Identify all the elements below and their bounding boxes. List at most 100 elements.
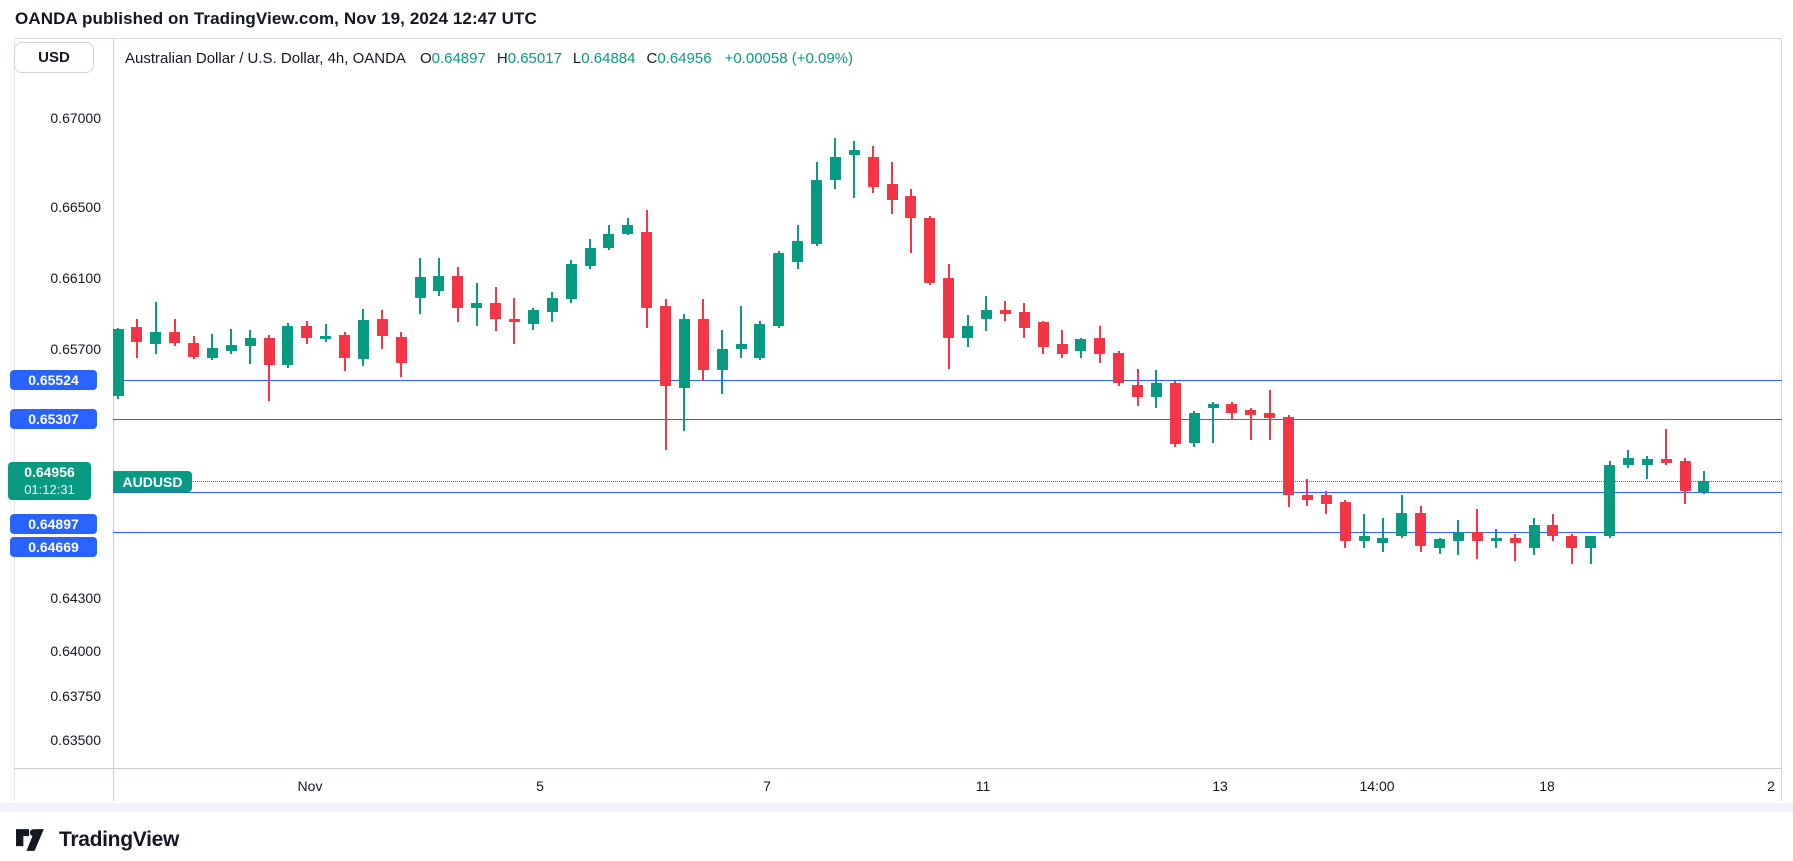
candle[interactable] [565, 263, 577, 300]
candle[interactable] [811, 180, 823, 245]
candle[interactable] [980, 310, 992, 319]
symbol-title[interactable]: Australian Dollar / U.S. Dollar, 4h, OAN… [125, 49, 406, 67]
candle[interactable] [1528, 525, 1540, 549]
candle[interactable] [1660, 459, 1672, 463]
candle[interactable] [1585, 535, 1597, 549]
price-level-badge[interactable]: 0.64669 [10, 537, 97, 557]
candle[interactable] [263, 337, 275, 365]
candle[interactable] [1264, 413, 1276, 419]
candle[interactable] [886, 183, 898, 200]
price-scale[interactable]: 0.67000 0.66500 0.66100 0.65700 0.64300 0.640… [14, 38, 113, 768]
candle[interactable] [1037, 322, 1049, 348]
candle[interactable] [660, 306, 672, 387]
candle[interactable] [376, 318, 388, 336]
candle[interactable] [697, 318, 709, 371]
candle[interactable] [1245, 409, 1257, 415]
candle[interactable] [131, 326, 143, 342]
candle[interactable] [1641, 459, 1653, 465]
candle[interactable] [1547, 525, 1559, 536]
candle[interactable] [622, 224, 634, 234]
candle[interactable] [414, 276, 426, 299]
candle[interactable] [357, 319, 369, 359]
candle[interactable] [113, 329, 124, 397]
candle[interactable] [339, 334, 351, 358]
candle[interactable] [1377, 537, 1389, 543]
candle[interactable] [1604, 464, 1616, 536]
price-level-badge[interactable]: 0.65307 [10, 409, 97, 429]
candle[interactable] [150, 331, 162, 344]
candle[interactable] [1434, 539, 1446, 549]
candle[interactable] [735, 343, 747, 350]
candle[interactable] [1132, 384, 1144, 398]
candle[interactable] [1358, 535, 1370, 542]
current-price-badge[interactable]: 0.64956 01:12:31 [8, 462, 91, 501]
price-level-line[interactable] [113, 532, 1782, 534]
candle[interactable] [282, 325, 294, 365]
candle[interactable] [584, 247, 596, 266]
candle[interactable] [433, 276, 445, 292]
chart-legend[interactable]: Australian Dollar / U.S. Dollar, 4h, OAN… [125, 47, 853, 69]
candle[interactable] [1509, 537, 1521, 543]
candle[interactable] [829, 157, 841, 181]
candle[interactable] [1207, 404, 1219, 408]
price-level-badge[interactable]: 0.65524 [10, 370, 97, 390]
candle[interactable] [1075, 339, 1087, 351]
candle[interactable] [1566, 535, 1578, 549]
candle[interactable] [1339, 502, 1351, 542]
candle[interactable] [1150, 382, 1162, 398]
candle[interactable] [546, 297, 558, 312]
candle[interactable] [1283, 416, 1295, 495]
candle[interactable] [244, 337, 256, 346]
candle[interactable] [1490, 537, 1502, 542]
candle[interactable] [1169, 382, 1181, 445]
candle[interactable] [1094, 338, 1106, 355]
candle[interactable] [1698, 481, 1710, 492]
time-scale[interactable]: Nov 5 7 11 13 14:00 18 2 [14, 769, 1782, 803]
candle[interactable] [603, 233, 615, 248]
candle[interactable] [169, 331, 181, 343]
symbol-label-badge[interactable]: AUDUSD [113, 471, 192, 493]
candle[interactable] [527, 310, 539, 325]
candle[interactable] [1113, 352, 1125, 383]
candle[interactable] [206, 347, 218, 358]
candle[interactable] [1452, 532, 1464, 542]
candle[interactable] [452, 276, 464, 308]
candle[interactable] [924, 217, 936, 284]
candle[interactable] [754, 324, 766, 359]
candle[interactable] [848, 150, 860, 156]
candle[interactable] [792, 240, 804, 262]
candle[interactable] [678, 318, 690, 389]
candle[interactable] [1226, 404, 1238, 414]
candle[interactable] [1301, 494, 1313, 501]
candle[interactable] [1471, 532, 1483, 542]
plot-area[interactable] [113, 38, 1782, 768]
candle[interactable] [395, 336, 407, 364]
candle[interactable] [1188, 413, 1200, 444]
candle[interactable] [943, 278, 955, 339]
candle[interactable] [188, 342, 200, 357]
candle[interactable] [1320, 494, 1332, 504]
candle[interactable] [716, 349, 728, 371]
currency-unit-button[interactable]: USD [14, 42, 94, 73]
candle[interactable] [471, 302, 483, 308]
candle[interactable] [867, 157, 879, 188]
candle[interactable] [320, 335, 332, 339]
candle[interactable] [962, 326, 974, 339]
candle[interactable] [490, 302, 502, 319]
candle[interactable] [1679, 461, 1691, 492]
candle[interactable] [1396, 512, 1408, 536]
candle[interactable] [301, 325, 313, 338]
price-level-line[interactable] [113, 491, 1782, 493]
candle[interactable] [508, 318, 520, 323]
price-level-line[interactable] [113, 419, 1782, 420]
candle[interactable] [1415, 512, 1427, 547]
candle[interactable] [1056, 343, 1068, 355]
price-level-badge[interactable]: 0.64897 [10, 514, 97, 534]
candle[interactable] [773, 253, 785, 327]
candle[interactable] [225, 345, 237, 351]
candle[interactable] [999, 310, 1011, 314]
candle[interactable] [1018, 311, 1030, 328]
price-level-line[interactable] [113, 380, 1782, 382]
candle[interactable] [905, 196, 917, 218]
candle[interactable] [1622, 457, 1634, 465]
